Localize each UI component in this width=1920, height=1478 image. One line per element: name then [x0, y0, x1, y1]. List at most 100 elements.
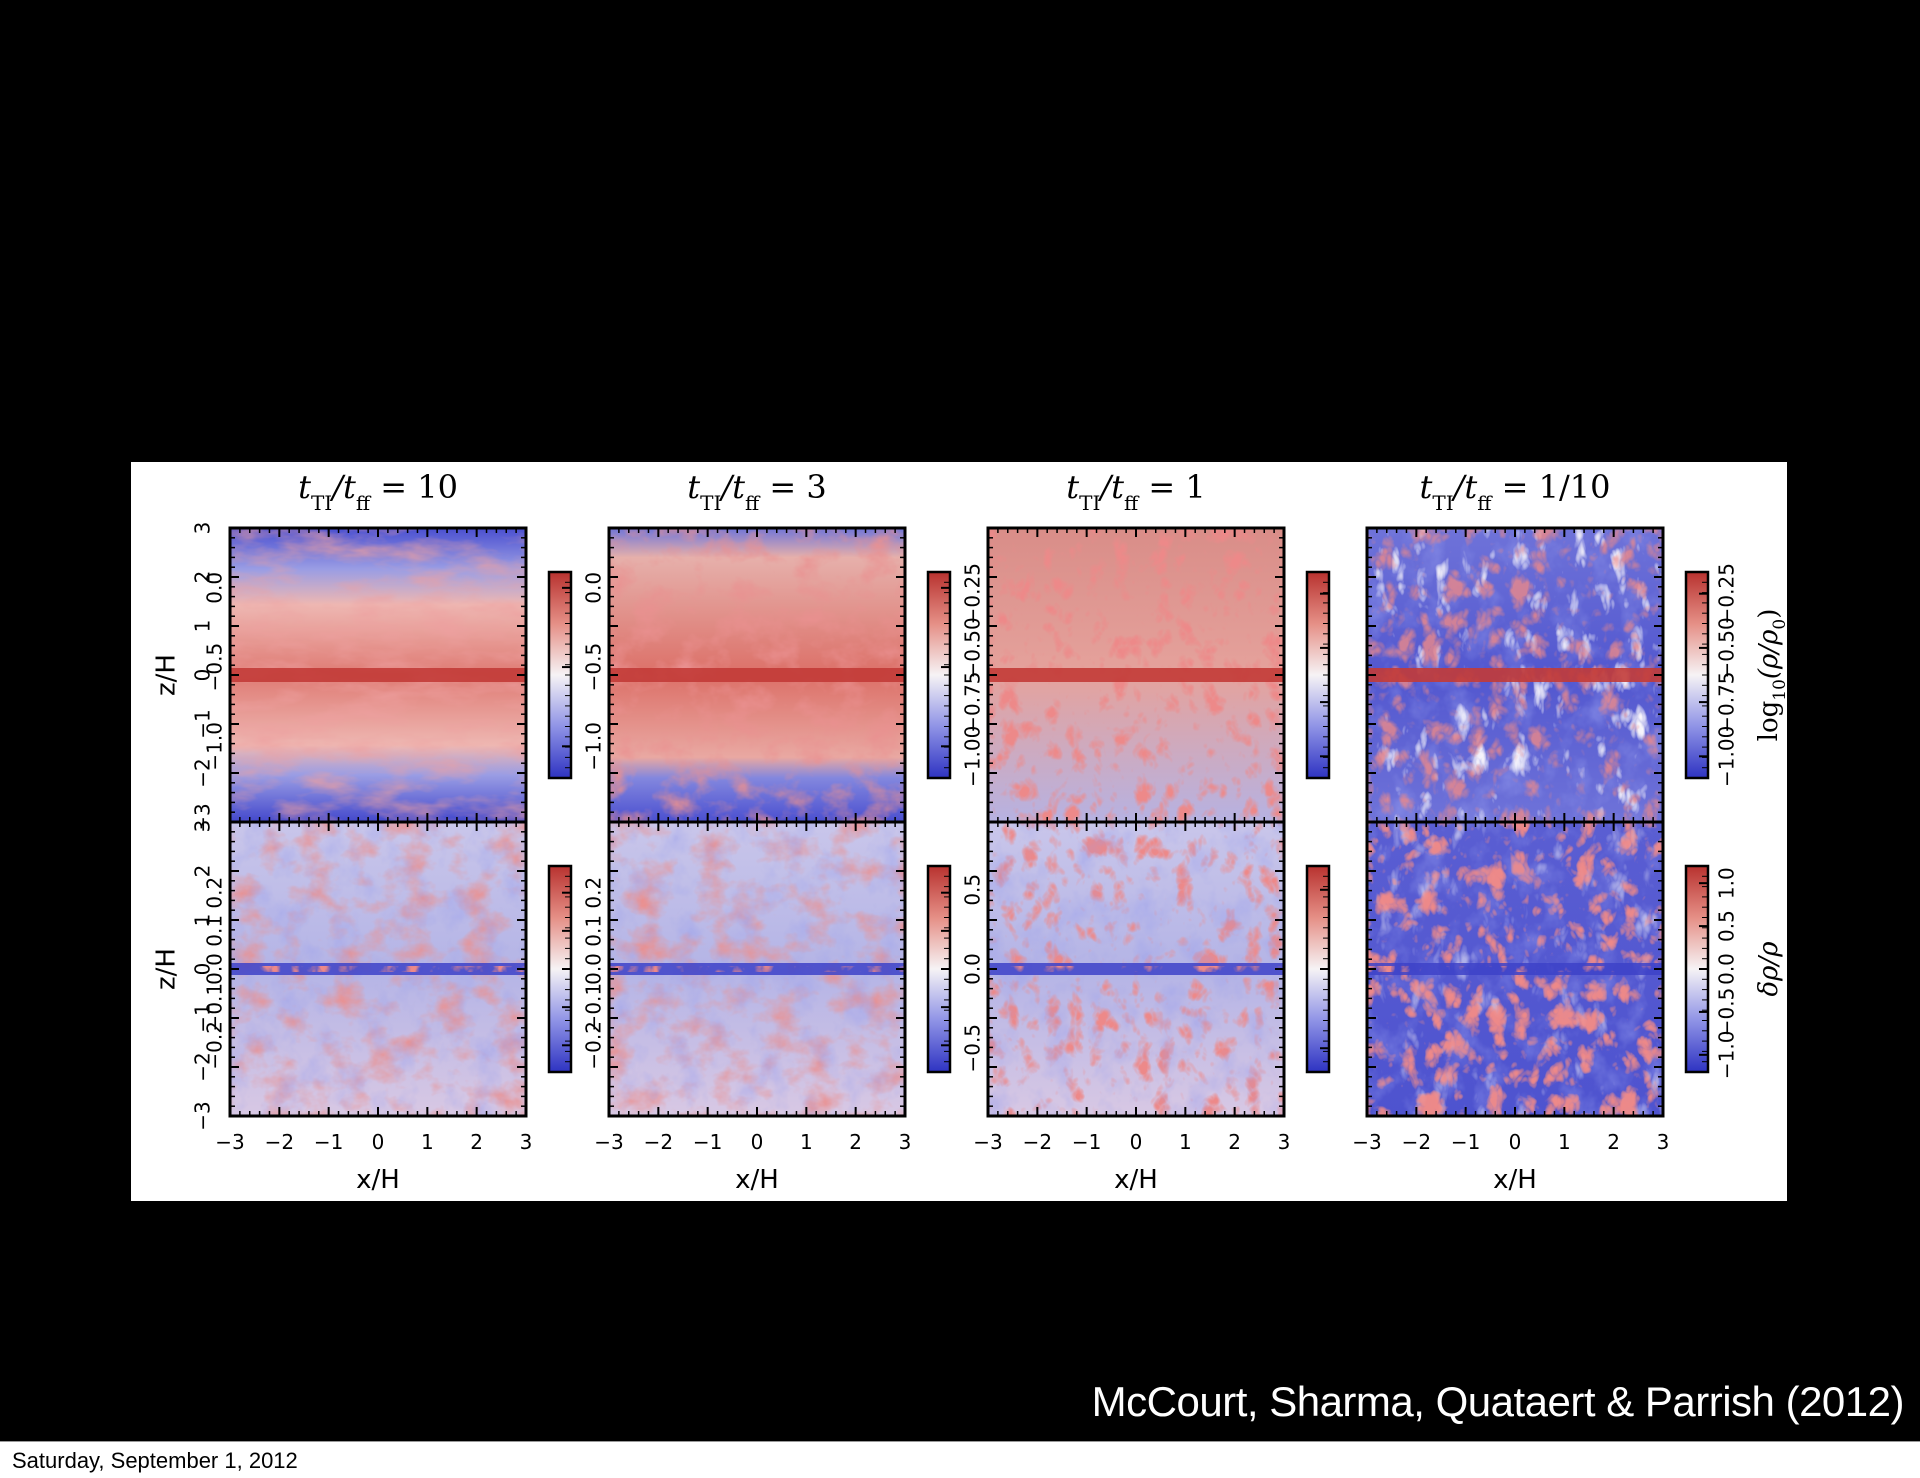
colorbar-tick-label: 0.0: [961, 953, 985, 985]
x-tick-label: 0: [751, 1130, 764, 1154]
z-tick-label: −3: [191, 1101, 215, 1130]
colorbar-tick-label: −1.00: [961, 726, 985, 787]
x-tick-label: −3: [594, 1130, 623, 1154]
x-tick-label: −1: [1072, 1130, 1101, 1154]
x-tick-label: 1: [421, 1130, 434, 1154]
x-tick-label: 2: [849, 1130, 862, 1154]
z-tick-label: 0: [191, 669, 215, 682]
colorbar-tick-label: −0.1: [203, 983, 227, 1032]
colorbar-tick-label: −0.5: [1715, 988, 1739, 1037]
x-tick-label: −3: [973, 1130, 1002, 1154]
colorbar-tick-label: 0.0: [582, 572, 606, 604]
colorbar-tick-label: −1.00: [1715, 726, 1739, 787]
colorbar-tick-label: 0.0: [203, 953, 227, 985]
colorbar-tick-label: 0.0: [203, 572, 227, 604]
citation-text: McCourt, Sharma, Quataert & Parrish (201…: [1091, 1378, 1905, 1425]
colorbar-tick-label: −0.2: [203, 1021, 227, 1070]
x-tick-label: −3: [1352, 1130, 1381, 1154]
map-panel: [1365, 526, 1665, 824]
column-title: tTI/tff = 10: [298, 468, 458, 515]
colorbar: 0.5 0.0 −0.5: [961, 864, 1331, 1074]
x-tick-label: 1: [800, 1130, 813, 1154]
z-axis-label: z/H: [152, 948, 182, 990]
z-tick-label: 2: [191, 571, 215, 584]
x-tick-label: −1: [693, 1130, 722, 1154]
colorbar-tick-label: −0.25: [1715, 563, 1739, 624]
colorbar-tick-label: −0.5: [961, 1024, 985, 1073]
column-title: tTI/tff = 1/10: [1420, 468, 1611, 515]
colorbar-tick-label: 1.0: [1715, 867, 1739, 899]
slide-background: tTI/tff = 10 tTI/tff = 3 tTI/tff = 1 tTI/tf…: [0, 0, 1920, 1441]
x-tick-label: −1: [1451, 1130, 1480, 1154]
colorbar-tick-label: −1.0: [582, 722, 606, 771]
column-title: tTI/tff = 3: [687, 468, 826, 515]
z-tick-label: 2: [191, 865, 215, 878]
x-tick-label: −2: [644, 1130, 673, 1154]
column-title: tTI/tff = 1: [1066, 468, 1205, 515]
x-tick-label: 0: [1130, 1130, 1143, 1154]
colorbar-tick-label: −0.75: [961, 671, 985, 732]
midplane-band: [230, 668, 526, 682]
footer-date: Saturday, September 1, 2012: [12, 1448, 298, 1473]
colorbar-tick-label: 0.0: [1715, 953, 1739, 985]
colorbar-tick-label: 0.1: [203, 915, 227, 947]
x-tick-label: 2: [1228, 1130, 1241, 1154]
map-panel: [607, 526, 907, 824]
z-tick-label: −1: [191, 1003, 215, 1032]
colorbar-tick-label: −0.50: [1715, 617, 1739, 678]
colorbar-tick-label: 0.0: [582, 953, 606, 985]
z-tick-label: −2: [191, 758, 215, 787]
colorbar-tick-label: 0.5: [1715, 910, 1739, 942]
colorbar-tick-label: −0.5: [203, 643, 227, 692]
colorbar-tick-label: 0.2: [203, 877, 227, 909]
x-tick-label: 3: [520, 1130, 533, 1154]
map-panel: [986, 820, 1286, 1118]
map-panel: [228, 820, 528, 1118]
colorbar: 0.0 −0.5 −1.0: [203, 570, 573, 780]
x-axis-label: x/H: [1114, 1165, 1158, 1195]
x-tick-label: 1: [1179, 1130, 1192, 1154]
colorbar-tick-label: −1.0: [1715, 1031, 1739, 1080]
z-tick-label: 3: [191, 522, 215, 535]
z-axis-label: z/H: [152, 654, 182, 696]
colorbar: −0.25−0.50−0.75−1.00 log10(ρ/ρ0): [1684, 563, 1787, 787]
colorbar: −0.25−0.50−0.75−1.00: [961, 563, 1331, 787]
x-axis-label: x/H: [735, 1165, 779, 1195]
midplane-red-clumps: [1367, 966, 1663, 972]
x-tick-label: 3: [899, 1130, 912, 1154]
figure-panel: tTI/tff = 10 tTI/tff = 3 tTI/tff = 1 tTI/tf…: [131, 462, 1787, 1201]
map-panel: [228, 526, 528, 824]
colorbar: 0.0 −0.5 −1.0: [582, 570, 952, 780]
colorbar-tick-label: 0.1: [582, 915, 606, 947]
colorbar-tick-label: −0.5: [582, 643, 606, 692]
x-tick-label: 2: [1607, 1130, 1620, 1154]
colorbar-tick-label: 0.5: [961, 874, 985, 906]
x-tick-label: −3: [215, 1130, 244, 1154]
z-tick-label: −2: [191, 1052, 215, 1081]
colorbar: 1.0 0.5 0.0 −0.5−1.0 δρ/ρ: [1684, 864, 1784, 1080]
colorbar-tick-label: −0.50: [961, 617, 985, 678]
z-tick-label: −1: [191, 709, 215, 738]
midplane-band: [609, 668, 905, 682]
x-tick-label: −2: [265, 1130, 294, 1154]
z-tick-label: 3: [191, 820, 215, 833]
colorbar-tick-label: −0.1: [582, 983, 606, 1032]
colorbar-tick-label: −0.25: [961, 563, 985, 624]
x-tick-label: −1: [314, 1130, 343, 1154]
map-panel: [1365, 820, 1665, 1118]
x-tick-label: −2: [1023, 1130, 1052, 1154]
z-tick-label: 0: [191, 963, 215, 976]
colorbar: 0.2 0.1 0.0−0.1−0.2: [203, 864, 573, 1074]
z-tick-label: 1: [191, 620, 215, 633]
midplane-red-clumps: [988, 966, 1284, 972]
x-tick-label: 3: [1657, 1130, 1670, 1154]
colorbar-tick-label: −1.0: [203, 722, 227, 771]
x-tick-label: 0: [372, 1130, 385, 1154]
density-maps-figure: tTI/tff = 10 tTI/tff = 3 tTI/tff = 1 tTI/tf…: [152, 468, 1788, 1195]
colorbar-quantity-label: log10(ρ/ρ0): [1754, 609, 1787, 742]
colorbar-tick-label: −0.75: [1715, 671, 1739, 732]
colorbar-tick-label: 0.2: [582, 877, 606, 909]
midplane-band: [1367, 668, 1663, 682]
x-axis-label: x/H: [356, 1165, 400, 1195]
midplane-red-clumps: [609, 966, 905, 972]
